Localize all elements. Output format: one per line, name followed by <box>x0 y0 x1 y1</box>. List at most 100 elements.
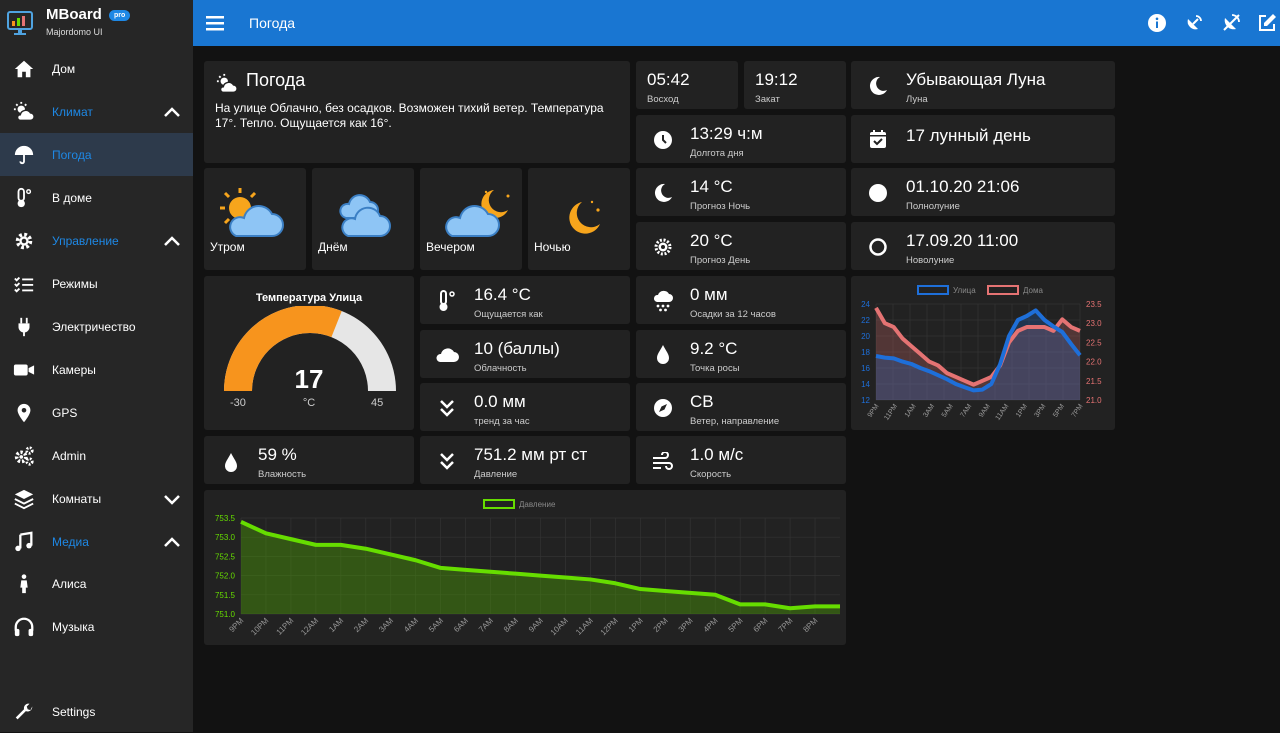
full-moon-card: 01.10.20 21:06 Полнолуние <box>851 168 1115 216</box>
forecast-day-card: 20 °C Прогноз День <box>636 222 846 270</box>
y-right-tick-label: 23.0 <box>1086 319 1102 328</box>
weather-description: На улице Облачно, без осадков. Возможен … <box>215 101 604 130</box>
sidebar-item-music[interactable]: Музыка <box>0 605 193 648</box>
x-tick-label: 1AM <box>327 616 345 634</box>
gauge-title: Температура Улица <box>255 292 363 304</box>
feels-like-label: Ощущается как <box>474 309 543 320</box>
new-moon-card: 17.09.20 11:00 Новолуние <box>851 222 1115 270</box>
sidebar-item-label: Settings <box>52 705 96 719</box>
full-moon-label: Полнолуние <box>906 201 960 212</box>
x-tick-label: 2PM <box>652 616 670 634</box>
x-tick-label: 9AM <box>978 403 992 419</box>
x-tick-label: 1PM <box>1015 403 1029 419</box>
x-tick-label: 6AM <box>452 616 470 634</box>
chevron-down-icon[interactable] <box>163 491 181 507</box>
sidebar-item-control[interactable]: Управление <box>0 219 193 262</box>
satellite-off-icon[interactable] <box>1221 13 1241 33</box>
daypart-label: Днём <box>318 240 348 254</box>
wind-direction-card: СВ Ветер, направление <box>636 383 846 431</box>
checklist-icon <box>14 276 34 293</box>
home-area <box>876 307 1080 400</box>
sidebar-item-settings[interactable]: Settings <box>0 690 193 733</box>
x-tick-label: 11AM <box>995 403 1011 422</box>
y-tick-label: 751.5 <box>215 591 236 600</box>
pressure-chart: 9PM 10PM 11PM 12AM 1AM 2AM 3AM 4AM 5AM 6AM 7AM 8AM 9… <box>215 499 840 637</box>
daypart-label: Утром <box>210 240 245 254</box>
sidebar-item-label: Дом <box>52 62 76 76</box>
sidebar-item-label: Электричество <box>52 320 136 334</box>
forecast-night-label: Прогноз Ночь <box>690 201 751 212</box>
precipitation-label: Осадки за 12 часов <box>690 309 776 320</box>
sidebar-item-climate[interactable]: Климат <box>0 90 193 133</box>
sidebar-item-gps[interactable]: GPS <box>0 391 193 434</box>
humidity-value: 59 % <box>258 445 297 464</box>
page-title: Погода <box>249 15 296 31</box>
feels-like-value: 16.4 °C <box>474 285 531 304</box>
sidebar-item-cameras[interactable]: Камеры <box>0 348 193 391</box>
precipitation-value: 0 мм <box>690 285 728 304</box>
rain-cloud-icon <box>653 290 673 312</box>
sidebar-item-label: Управление <box>52 234 119 248</box>
chevron-up-icon[interactable] <box>163 233 181 249</box>
sidebar-item-label: Музыка <box>52 620 95 634</box>
sidebar-item-label: Алиса <box>52 577 87 591</box>
series-line-pressure <box>240 520 840 611</box>
x-tick-label: 8PM <box>801 616 819 634</box>
y-left-tick-label: 18 <box>861 348 870 357</box>
x-tick-label: 2AM <box>352 616 370 634</box>
legend-label-pressure: Давление <box>519 500 556 509</box>
pressure-area <box>241 521 840 614</box>
y-right-tick-label: 23.5 <box>1086 300 1102 309</box>
pressure-value: 751.2 мм рт ст <box>474 445 588 464</box>
x-tick-label: 3PM <box>1034 403 1048 419</box>
new-moon-label: Новолуние <box>906 255 955 266</box>
compass-icon <box>654 399 672 417</box>
pro-badge: pro <box>109 10 131 21</box>
x-tick-label: 11PM <box>275 616 296 637</box>
info-icon[interactable] <box>1147 13 1167 33</box>
pressure-trend-value: 0.0 мм <box>474 392 526 411</box>
plug-icon <box>18 317 30 337</box>
y-right-tick-label: 22.5 <box>1086 338 1102 347</box>
x-tick-label: 3AM <box>377 616 395 634</box>
sidebar-item-alisa[interactable]: Алиса <box>0 562 193 605</box>
sidebar-item-label: Камеры <box>52 363 96 377</box>
sidebar-item-home[interactable]: Дом <box>0 47 193 90</box>
y-left-tick-label: 20 <box>861 332 870 341</box>
camera-icon <box>13 364 35 376</box>
double-chevron-down-icon <box>440 400 454 417</box>
sidebar-item-label: Admin <box>52 449 87 463</box>
sidebar-item-admin[interactable]: Admin <box>0 434 193 477</box>
map-pin-icon <box>17 403 31 423</box>
gauge-fill <box>224 306 396 392</box>
sidebar-item-weather[interactable]: Погода <box>0 133 193 176</box>
day-length-value: 13:29 ч:м <box>690 124 763 143</box>
dew-point-label: Точка росы <box>690 363 740 374</box>
x-tick-label: 4PM <box>702 616 720 634</box>
dew-point-value: 9.2 °C <box>690 339 738 358</box>
x-tick-label: 7PM <box>1071 403 1085 419</box>
sidebar: MBoard pro Majordomo UI Дом Климат Погод… <box>0 0 193 732</box>
y-tick-label: 752.5 <box>215 552 236 561</box>
outdoor-temperature-gauge-card: Температура Улица 17 °C -30 45 <box>204 276 414 430</box>
chevron-up-icon[interactable] <box>163 104 181 120</box>
daypart-day-card: Днём <box>312 168 414 270</box>
sidebar-item-indoor[interactable]: В доме <box>0 176 193 219</box>
sidebar-item-modes[interactable]: Режимы <box>0 262 193 305</box>
x-tick-label: 6PM <box>752 616 770 634</box>
brand[interactable]: MBoard pro Majordomo UI <box>0 0 193 46</box>
menu-icon[interactable] <box>206 14 224 32</box>
satellite-dish-icon[interactable] <box>1184 13 1204 33</box>
x-tick-label: 1PM <box>627 616 645 634</box>
edit-icon[interactable] <box>1257 13 1277 33</box>
sunset-value: 19:12 <box>755 70 798 89</box>
sidebar-item-media[interactable]: Медиа <box>0 520 193 563</box>
sidebar-item-rooms[interactable]: Комнаты <box>0 477 193 520</box>
chevron-up-icon[interactable] <box>163 534 181 550</box>
sidebar-item-label: GPS <box>52 406 78 420</box>
gauge-unit: °C <box>302 397 316 409</box>
gauge-max: 45 <box>371 397 384 409</box>
x-tick-label: 5PM <box>727 616 745 634</box>
sidebar-item-electricity[interactable]: Электричество <box>0 305 193 348</box>
lunar-day-value: 17 лунный день <box>906 126 1031 145</box>
